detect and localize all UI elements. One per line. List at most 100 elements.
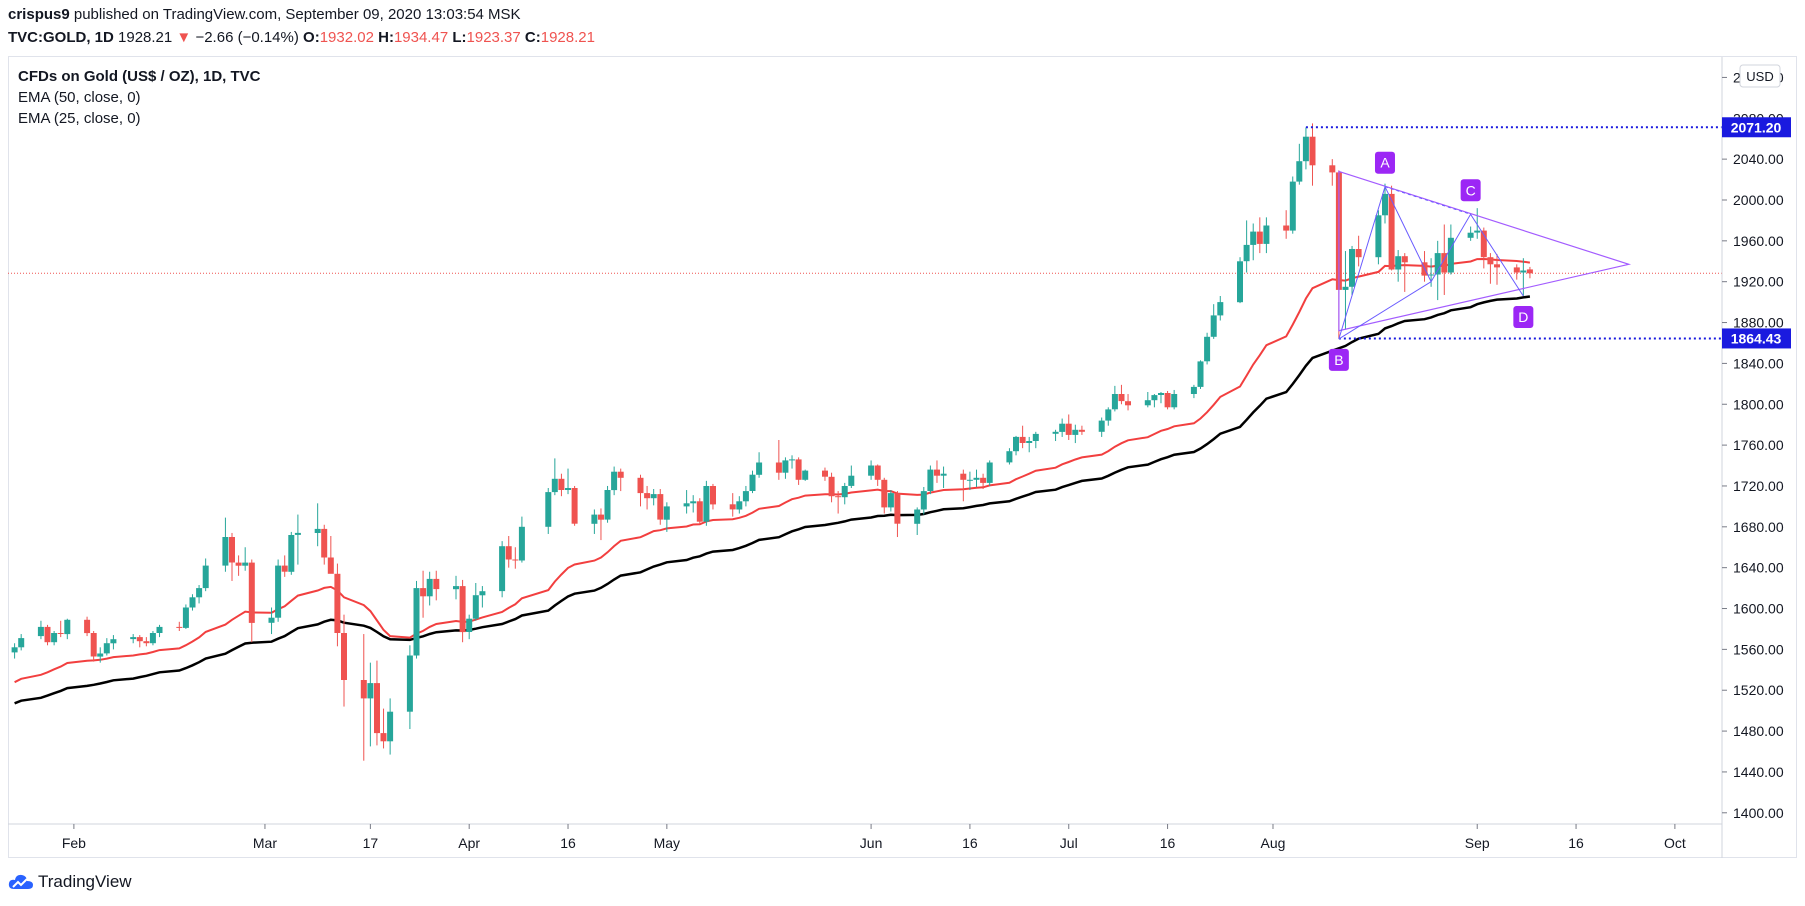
candle	[565, 468, 571, 495]
candle	[156, 624, 163, 638]
time-tick-label: 16	[962, 835, 978, 851]
candle	[235, 555, 242, 576]
time-tick-label: 16	[1568, 835, 1584, 851]
candle	[1032, 431, 1039, 449]
candle	[136, 635, 143, 648]
candle	[1026, 436, 1033, 453]
time-tick-label: 16	[1160, 835, 1176, 851]
price-tick-label: 2040.00	[1733, 151, 1784, 167]
candle-body	[1144, 400, 1151, 406]
candle-body	[1204, 336, 1211, 362]
ema25-legend[interactable]: EMA (25, close, 0)	[18, 110, 141, 127]
price-tick-label: 1520.00	[1733, 682, 1784, 698]
candle	[281, 555, 288, 577]
candle	[1151, 394, 1158, 408]
candle	[1243, 220, 1250, 273]
candle-body	[360, 680, 367, 699]
publication-line: crispus9 published on TradingView.com, S…	[8, 6, 521, 23]
instrument-legend[interactable]: CFDs on Gold (US$ / OZ), 1D, TVC	[18, 68, 261, 85]
candle	[795, 457, 802, 485]
candle-body	[650, 494, 657, 499]
candle	[294, 514, 301, 565]
candle-body	[149, 633, 156, 644]
candle-body	[1217, 302, 1224, 316]
candle	[611, 466, 618, 496]
close-label: C:	[524, 29, 541, 46]
candle-body	[1237, 261, 1243, 303]
ema50-legend[interactable]: EMA (50, close, 0)	[18, 89, 141, 106]
candle-body	[380, 733, 387, 742]
time-tick-label: May	[654, 835, 680, 851]
candle-body	[742, 491, 749, 502]
candle	[149, 630, 156, 646]
candle-body	[934, 469, 940, 476]
candle	[1283, 210, 1290, 239]
candle	[1065, 414, 1072, 440]
candle-body	[1487, 257, 1494, 265]
candle-body	[90, 633, 97, 657]
candle-body	[499, 546, 506, 592]
candle-body	[683, 503, 690, 507]
candle	[268, 607, 275, 635]
candle-body	[1078, 429, 1085, 432]
pattern-point-badge	[1460, 179, 1481, 202]
candle	[103, 638, 110, 656]
candle-body	[84, 619, 91, 634]
published-text: published on TradingView.com, September …	[73, 6, 521, 23]
candle	[657, 489, 664, 525]
candle	[637, 474, 644, 507]
candle	[663, 502, 670, 532]
candle	[1375, 210, 1382, 265]
candle	[558, 473, 565, 497]
candle	[1388, 185, 1395, 271]
candle-body	[1302, 136, 1309, 162]
candle-body	[1158, 393, 1164, 395]
candle-body	[1263, 225, 1270, 244]
candle-body	[1151, 395, 1158, 401]
level-price-badge: 1864.43	[1722, 328, 1791, 349]
candle-body	[472, 595, 479, 619]
candle	[130, 634, 137, 644]
candle	[314, 503, 321, 547]
candle-body	[374, 683, 380, 734]
candle	[927, 465, 934, 495]
abcd-leg-bx	[1338, 281, 1432, 340]
tradingview-brand[interactable]: TradingView	[8, 872, 132, 892]
candle-body	[459, 586, 466, 633]
candle-body	[1309, 136, 1316, 166]
candle-body	[229, 537, 235, 563]
candle	[466, 614, 473, 640]
candle	[18, 634, 25, 651]
pattern-point-badge	[1328, 348, 1349, 371]
candle	[822, 467, 828, 481]
candle-body	[736, 501, 743, 510]
candle-body	[598, 514, 604, 520]
candle	[459, 579, 466, 643]
candle	[1105, 407, 1112, 426]
candle-body	[551, 478, 558, 493]
candle-body	[1342, 286, 1349, 290]
candle	[51, 630, 58, 646]
candle	[986, 460, 993, 486]
candle	[1164, 390, 1171, 410]
candle-body	[103, 643, 110, 654]
candle-body	[222, 537, 229, 566]
candle	[44, 624, 51, 646]
price-tick-label: 1640.00	[1733, 560, 1784, 576]
candle-body	[657, 494, 664, 520]
ema50-layer	[14, 295, 1531, 705]
candle-body	[710, 486, 716, 505]
candle-body	[248, 562, 255, 623]
chart-frame[interactable]	[8, 56, 1797, 858]
candle-body	[176, 626, 183, 628]
author-name[interactable]: crispus9	[8, 6, 70, 23]
candle-body	[604, 490, 611, 520]
candle	[1349, 245, 1355, 295]
candle-body	[1065, 423, 1072, 435]
candle-body	[37, 626, 44, 637]
candle	[374, 660, 380, 746]
candle	[327, 536, 334, 574]
candle-body	[314, 528, 321, 533]
candle-body	[1388, 193, 1395, 270]
